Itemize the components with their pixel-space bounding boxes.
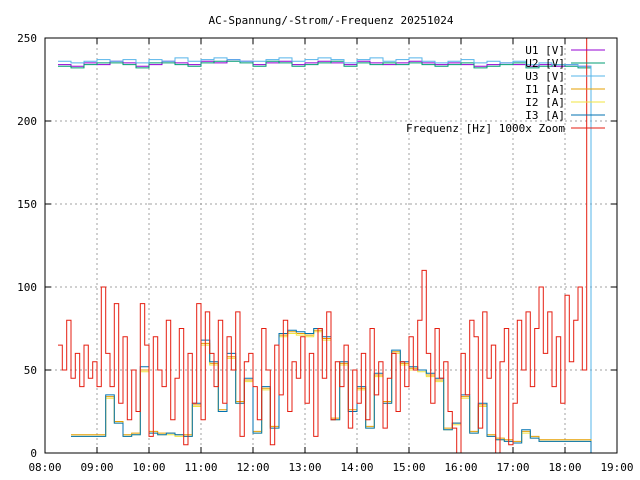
legend-label: U2 [V] (525, 57, 565, 70)
x-tick-label: 15:00 (392, 461, 425, 474)
series-line-0 (58, 59, 592, 453)
series-line-1 (58, 60, 592, 453)
x-tick-label: 17:00 (496, 461, 529, 474)
y-tick-label: 100 (17, 281, 37, 294)
legend-label: I3 [A] (525, 109, 565, 122)
x-tick-label: 12:00 (236, 461, 269, 474)
x-tick-label: 19:00 (600, 461, 633, 474)
y-tick-label: 150 (17, 198, 37, 211)
legend-label: I2 [A] (525, 96, 565, 109)
x-tick-label: 11:00 (184, 461, 217, 474)
y-tick-label: 250 (17, 32, 37, 45)
legend-label: U3 [V] (525, 70, 565, 83)
x-tick-label: 08:00 (28, 461, 61, 474)
series-lines (58, 38, 592, 454)
legend: U1 [V]U2 [V]U3 [V]I1 [A]I2 [A]I3 [A]Freq… (406, 44, 605, 135)
legend-label: I1 [A] (525, 83, 565, 96)
x-tick-label: 16:00 (444, 461, 477, 474)
series-line-6 (58, 38, 588, 454)
plot-frame (44, 37, 618, 454)
axis-ticks: 08:00 09:00 10:00 11:00 12:00 13:00 14:00 15:00… (17, 32, 633, 474)
x-tick-label: 14:00 (340, 461, 373, 474)
legend-label: Frequenz [Hz] 1000x Zoom (406, 122, 565, 135)
legend-label: U1 [V] (525, 44, 565, 57)
y-tick-label: 50 (24, 364, 37, 377)
x-tick-label: 13:00 (288, 461, 321, 474)
chart-title: AC-Spannung/-Strom/-Frequenz 20251024 (208, 14, 453, 27)
x-tick-label: 18:00 (548, 461, 581, 474)
y-tick-label: 200 (17, 115, 37, 128)
x-tick-label: 09:00 (80, 461, 113, 474)
x-tick-label: 10:00 (132, 461, 165, 474)
y-tick-label: 0 (30, 447, 37, 460)
series-line-2 (58, 57, 592, 453)
